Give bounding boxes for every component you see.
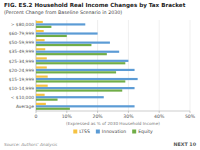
bar (36, 39, 45, 41)
bar (36, 42, 110, 44)
bar (36, 53, 107, 55)
bar (36, 87, 135, 89)
x-axis-label: (Expressed as % of 2030 Household Income… (66, 121, 160, 126)
bar (36, 71, 116, 73)
tick-mark (66, 111, 67, 113)
legend-label: LTSS (79, 129, 90, 134)
bar (36, 96, 104, 98)
bar (36, 76, 48, 78)
legend: LTSS Innovation Equity (73, 129, 153, 134)
bar (36, 105, 135, 107)
bar (36, 80, 125, 82)
bar (36, 78, 138, 80)
bar (36, 48, 45, 50)
legend-label: Innovation (102, 129, 126, 134)
chart: FIG. ES.2 Household Real Income Changes … (0, 0, 200, 150)
category-label: < $10,000 (11, 95, 34, 100)
grid (36, 20, 190, 111)
category-label: $10-14,999 (9, 86, 35, 91)
tick-mark (97, 111, 98, 113)
legend-swatch (96, 130, 100, 134)
tick-mark (190, 111, 191, 113)
tick-label: 40% (154, 114, 165, 119)
title: FIG. ES.2 Household Real Income Changes … (4, 2, 186, 9)
category-label: $20-24,999 (9, 68, 35, 73)
bar (36, 23, 85, 25)
subtitle: (Percent Change from Baseline Scenario i… (4, 10, 122, 15)
tick-label: 20% (92, 114, 103, 119)
bar (36, 51, 119, 53)
tick-label: 30% (123, 114, 134, 119)
bar (36, 21, 43, 23)
tick-mark (128, 111, 129, 113)
bar (36, 57, 47, 59)
bar (36, 66, 47, 68)
bars (36, 21, 138, 110)
bar (36, 108, 70, 110)
category-label: Average (16, 104, 34, 109)
bar (36, 32, 98, 34)
grid-line (128, 20, 129, 111)
category-label: $25-34,999 (9, 59, 35, 64)
grid-line (159, 20, 160, 111)
bar (36, 60, 128, 62)
legend-swatch (132, 130, 136, 134)
bar (36, 94, 45, 96)
bar (36, 69, 135, 71)
category-label: > $80,000 (11, 22, 34, 27)
bar (36, 99, 58, 101)
grid-line (190, 20, 191, 111)
tick-mark (36, 111, 37, 113)
category-label: $35-49,999 (9, 49, 35, 54)
legend-swatch (73, 130, 77, 134)
footer: NEXT 10 (173, 142, 196, 147)
tick-mark (159, 111, 160, 113)
category-label: $60-79,999 (9, 31, 35, 36)
axis-line (36, 111, 190, 112)
tick-label: 50% (185, 114, 196, 119)
bar (36, 89, 122, 91)
bar (36, 30, 44, 32)
bar (36, 103, 46, 105)
category-label: $50-59,999 (9, 40, 35, 45)
bar (36, 85, 48, 87)
category-label: $15-19,999 (9, 77, 35, 82)
bar (36, 35, 67, 37)
tick-label: 10% (62, 114, 73, 119)
source: Source: Authors' Analysis (4, 142, 58, 147)
tick-label: 0 (35, 114, 38, 119)
legend-label: Equity (138, 129, 153, 134)
bar (36, 62, 125, 64)
bar (36, 44, 91, 46)
bar (36, 26, 51, 28)
